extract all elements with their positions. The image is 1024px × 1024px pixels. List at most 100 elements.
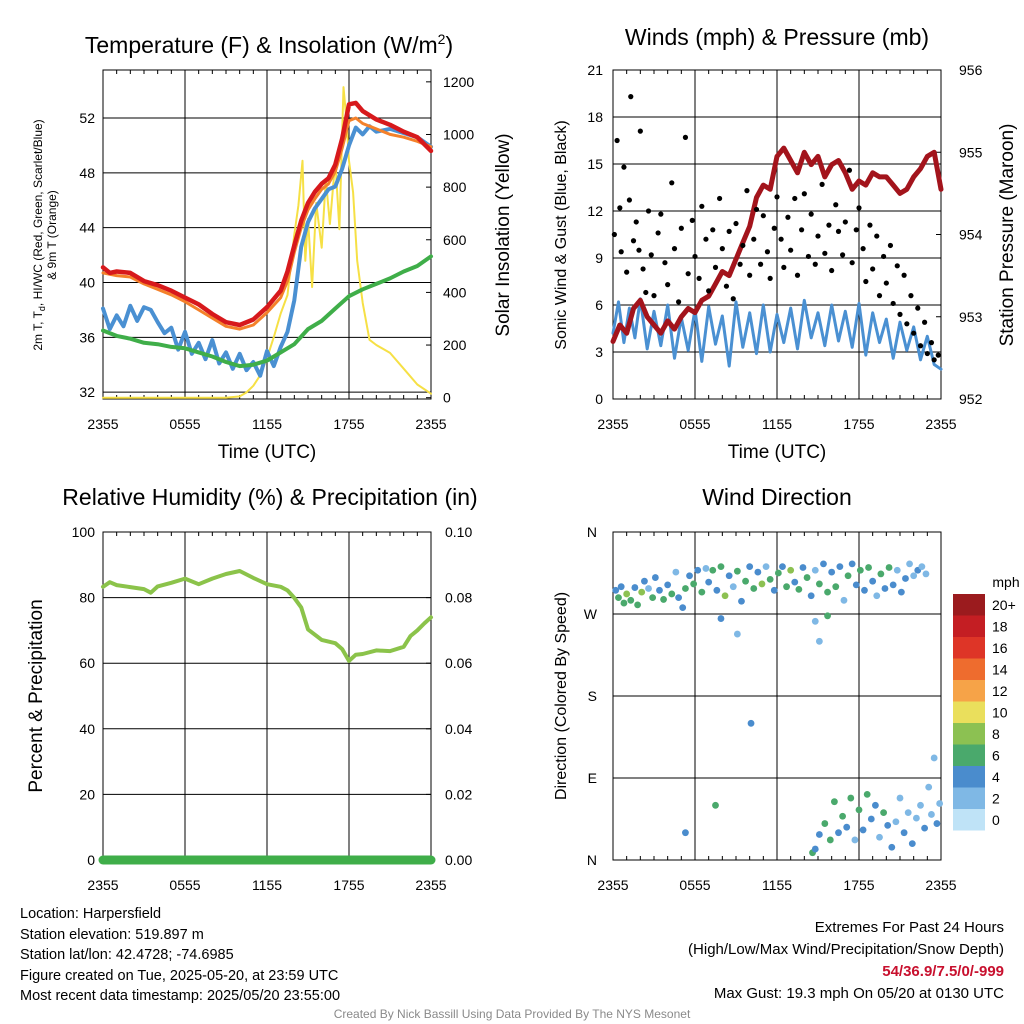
x-tick-label: 1755	[843, 877, 874, 893]
direction-point	[747, 719, 755, 727]
x-tick-label: 2355	[87, 877, 118, 893]
y2-tick-label: 954	[959, 227, 983, 243]
direction-point	[770, 586, 778, 594]
gust-point	[924, 350, 930, 357]
direction-point	[896, 794, 904, 802]
direction-point	[885, 564, 893, 571]
gust-point	[767, 275, 773, 281]
direction-point	[897, 588, 905, 596]
gust-point	[822, 250, 828, 256]
gust-point	[874, 233, 880, 239]
chart-title: Winds (mph) & Pressure (mb)	[625, 24, 929, 50]
gust-point	[915, 305, 921, 311]
direction-point	[913, 814, 920, 822]
gust-point	[733, 220, 739, 227]
speed-legend: mph 20+ 18 16 14 12 10 8 6 4 2 0	[953, 574, 1020, 831]
direction-point	[717, 615, 725, 622]
gust-point	[908, 293, 914, 299]
y2-tick-label: 955	[959, 144, 983, 160]
y2-tick-label: 0.04	[445, 721, 472, 737]
gust-point	[904, 321, 910, 327]
y2-axis-label: Solar Insolation (Yellow)	[493, 133, 514, 336]
y2-tick-label: 0.00	[445, 852, 472, 868]
y2-tick-label: 952	[959, 391, 983, 407]
gust-point	[643, 289, 649, 296]
x-tick-label: 0555	[679, 416, 710, 432]
legend-title: mph	[992, 574, 1019, 590]
direction-point	[664, 581, 672, 589]
direction-point	[851, 836, 859, 844]
latlon-text: Station lat/lon: 42.4728; -74.6985	[20, 947, 234, 963]
direction-point	[876, 833, 883, 841]
direction-point	[742, 577, 749, 585]
x-tick-label: 1755	[333, 877, 364, 893]
gust-point	[751, 236, 757, 242]
gust-point	[774, 194, 780, 200]
direction-point	[623, 590, 631, 598]
direction-point	[867, 815, 875, 823]
direction-point	[762, 563, 770, 571]
direction-point	[856, 566, 864, 574]
direction-point	[638, 588, 646, 596]
gust-point	[630, 238, 637, 244]
gust-point	[651, 293, 657, 299]
gust-point	[842, 219, 848, 225]
direction-point	[839, 812, 846, 820]
direction-point	[821, 820, 829, 827]
gust-point	[826, 222, 832, 228]
gust-point	[617, 205, 623, 211]
recent-data-text: Most recent data timestamp: 2025/05/20 2…	[20, 988, 341, 1004]
gust-point	[640, 266, 646, 272]
gust-point	[723, 283, 730, 289]
legend-label: 18	[992, 619, 1008, 635]
direction-point	[824, 588, 831, 596]
gust-point	[883, 280, 889, 286]
direction-point	[855, 806, 863, 814]
gust-point	[849, 260, 855, 266]
direction-point	[682, 829, 689, 837]
station-info: Location: Harpersfield Station elevation…	[20, 904, 340, 1007]
series-line	[101, 254, 433, 369]
y-tick-label: 15	[587, 156, 603, 172]
direction-point	[828, 568, 836, 576]
x-tick-label: 2355	[597, 877, 628, 893]
y-tick-label: 44	[79, 220, 95, 236]
gust-point	[785, 214, 791, 220]
direction-point	[721, 592, 729, 600]
direction-point	[713, 586, 721, 594]
y-tick-label: S	[588, 688, 597, 704]
legend-swatch	[953, 594, 985, 616]
direction-point	[917, 801, 924, 809]
y-tick-label: 48	[79, 165, 95, 181]
direction-point	[925, 783, 933, 791]
created-text: Figure created on Tue, 2025-05-20, at 23…	[20, 967, 339, 984]
y-tick-label: 20	[79, 786, 95, 802]
y-tick-label: 12	[587, 203, 603, 219]
gust-point	[863, 278, 869, 285]
gust-point	[689, 217, 695, 223]
gust-point	[611, 231, 617, 238]
direction-point	[783, 583, 790, 591]
gust-point	[692, 253, 698, 260]
direction-point	[900, 829, 908, 837]
x-tick-label: 0555	[169, 877, 200, 893]
direction-point	[906, 560, 913, 568]
direction-point	[815, 580, 823, 588]
y-tick-label: 32	[79, 384, 95, 400]
legend-swatch	[953, 809, 985, 831]
direction-point	[835, 829, 842, 837]
direction-point	[836, 563, 844, 571]
direction-point	[908, 840, 916, 847]
direction-point	[831, 798, 838, 806]
direction-point	[877, 570, 885, 578]
gust-point	[833, 202, 839, 208]
x-tick-label: 2355	[415, 416, 446, 432]
direction-point	[766, 575, 774, 583]
y2-tick-label: 0	[443, 390, 451, 406]
gust-point	[717, 195, 723, 202]
direction-point	[656, 586, 663, 594]
direction-point	[729, 583, 737, 591]
gust-point	[740, 242, 746, 249]
legend-label: 4	[992, 769, 1000, 785]
